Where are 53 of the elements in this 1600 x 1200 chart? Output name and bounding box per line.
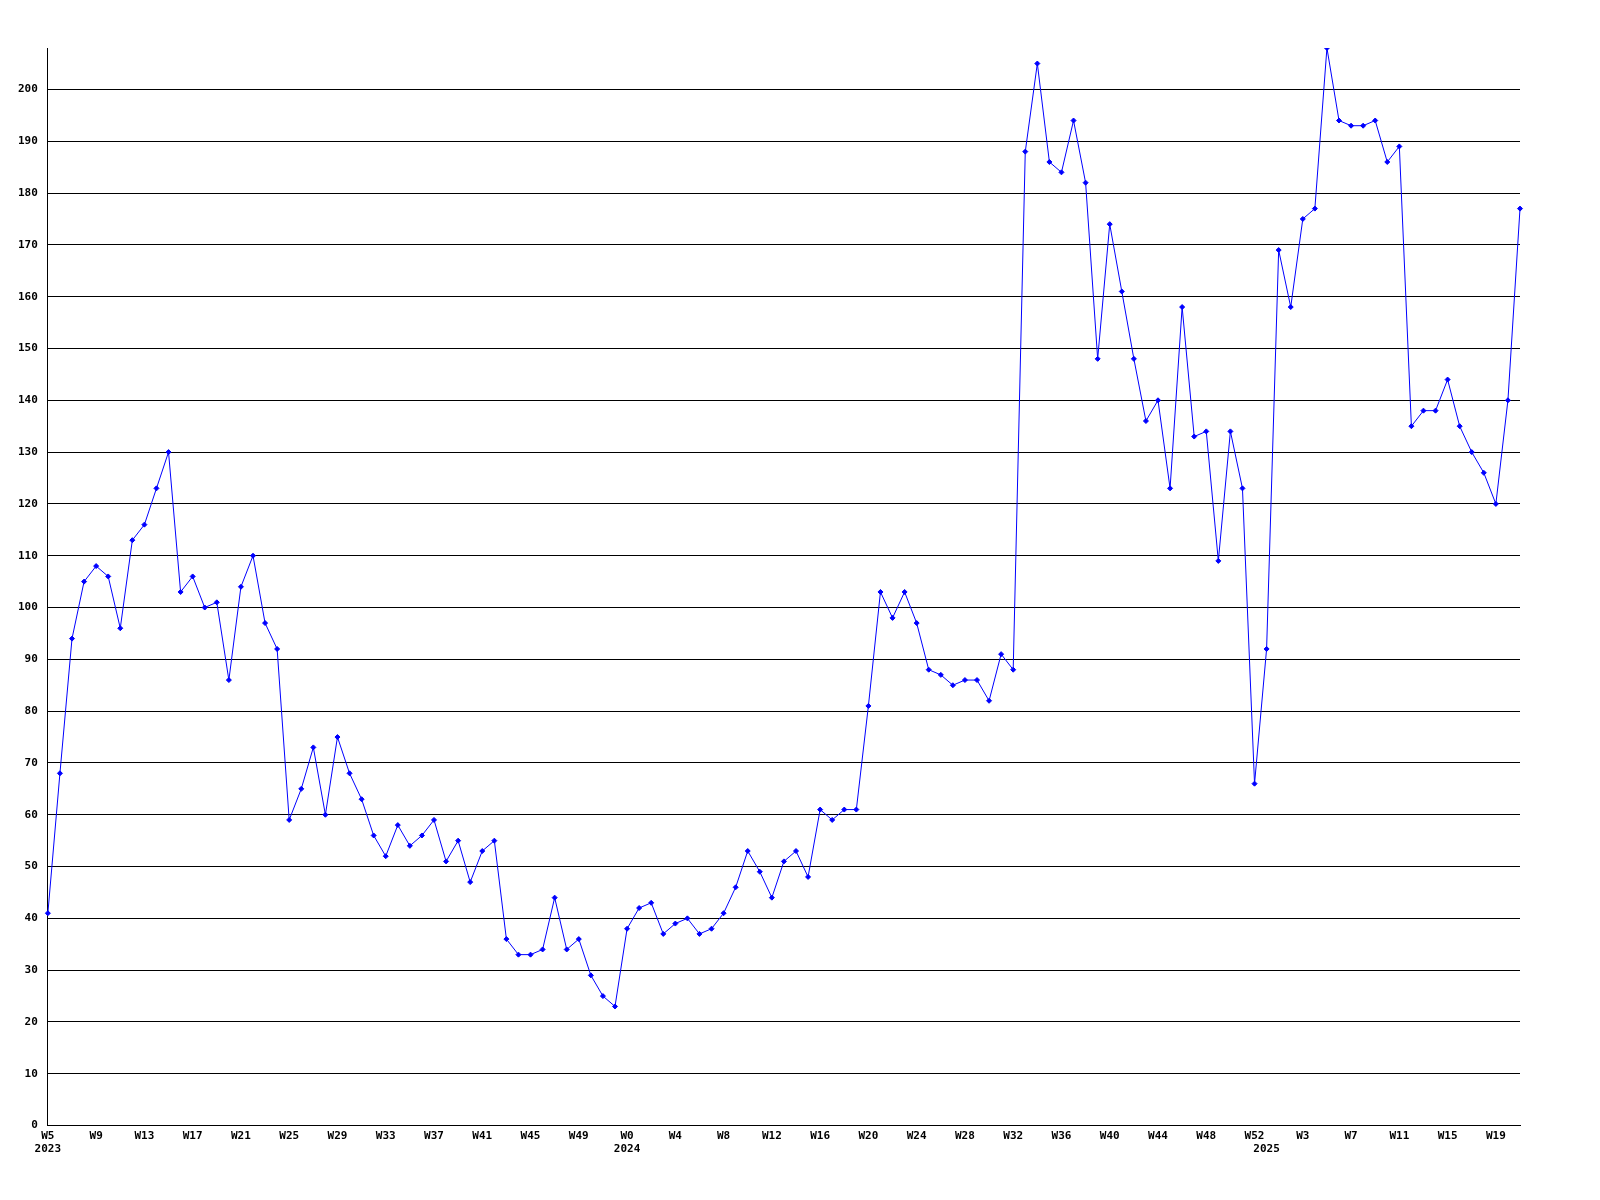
x-tick-label: W20: [858, 1129, 879, 1143]
x-tick-label: W45: [520, 1129, 541, 1143]
y-tick-label: 130: [17, 444, 38, 458]
x-tick-label: W33: [375, 1129, 396, 1143]
y-tick-label: 160: [17, 289, 38, 303]
y-tick-label: 140: [17, 393, 38, 407]
y-tick-label: 80: [24, 704, 38, 717]
y-tick-label: 70: [24, 755, 38, 769]
y-tick-label: 20: [24, 1014, 38, 1028]
x-tick-label: W3: [1296, 1129, 1310, 1143]
y-tick-label: 100: [17, 600, 38, 614]
x-tick-label: W44: [1148, 1129, 1169, 1143]
x-tick-label: W15: [1437, 1129, 1458, 1143]
x-tick-label: W4: [668, 1129, 683, 1143]
y-tick-label: 110: [17, 548, 38, 562]
x-tick-label: W32: [1003, 1129, 1024, 1143]
x-tick-label: W41: [472, 1129, 493, 1143]
x-tick-label: W37: [424, 1129, 444, 1143]
y-tick-label: 10: [24, 1066, 38, 1080]
y-tick-label: 50: [24, 859, 38, 873]
y-tick-label: 60: [24, 807, 38, 821]
x-tick-label: W11: [1389, 1129, 1410, 1143]
y-tick-label: 90: [24, 652, 38, 666]
x-tick-label: W29: [327, 1129, 348, 1143]
x-tick-label: W40: [1099, 1129, 1120, 1143]
y-tick-label: 0: [31, 1118, 38, 1132]
y-tick-label: 180: [17, 185, 38, 199]
x-tick-label: W0 2024: [613, 1129, 641, 1156]
x-tick-label: W5 2023: [34, 1129, 62, 1156]
x-tick-label: W48: [1196, 1129, 1217, 1143]
x-tick-label: 2025: [1253, 1142, 1280, 1156]
x-tick-label: W24: [906, 1129, 927, 1143]
x-tick-label: W49: [568, 1129, 589, 1143]
x-tick-label: W7: [1344, 1129, 1358, 1143]
x-tick-label: W21: [231, 1129, 252, 1143]
x-tick-label: W12: [761, 1129, 782, 1143]
x-tick-label: W17: [182, 1129, 203, 1143]
y-tick-label: 120: [17, 496, 38, 510]
y-tick-label: 190: [17, 134, 38, 148]
y-tick-label: 170: [17, 237, 38, 251]
y-tick-label: 40: [24, 911, 38, 925]
y-tick-label: 30: [24, 963, 38, 977]
x-tick-label: W28: [955, 1129, 975, 1143]
x-tick-label: W25: [279, 1129, 300, 1143]
x-tick-label: W16: [810, 1129, 831, 1143]
x-tick-label: W52: [1244, 1129, 1265, 1143]
y-tick-label: 150: [17, 341, 38, 355]
x-tick-label: W13: [134, 1129, 155, 1143]
y-tick-label: 200: [17, 82, 38, 96]
x-tick-label: W8: [716, 1129, 731, 1143]
x-tick-label: W36: [1051, 1129, 1072, 1143]
x-tick-label: W9: [89, 1129, 103, 1143]
x-tick-label: W19: [1485, 1129, 1506, 1143]
